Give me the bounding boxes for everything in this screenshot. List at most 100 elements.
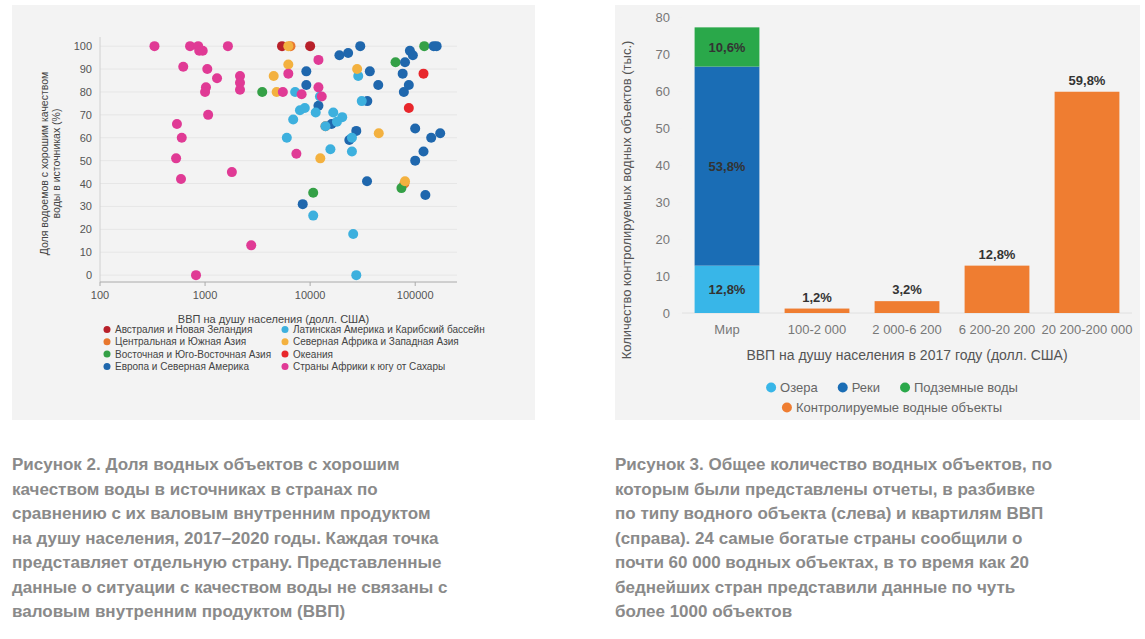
point (172, 119, 182, 129)
point (419, 146, 429, 156)
y-tick (678, 202, 682, 203)
legend-swatch (282, 326, 289, 333)
legend: ОзераРекиПодземные водыКонтролируемые во… (766, 380, 1018, 415)
point (404, 80, 414, 90)
legend-swatch (282, 363, 289, 370)
point (191, 270, 201, 280)
data-label: 12,8% (979, 247, 1016, 262)
point (223, 41, 233, 51)
legend-label: Озера (780, 380, 818, 395)
x-tick (100, 282, 101, 286)
bar (965, 266, 1030, 313)
point (400, 176, 410, 186)
y-tick-label: 50 (656, 121, 670, 136)
y-tick-label: 30 (80, 200, 92, 212)
bar-chart: 01020304050607080Мир100-2 0002 000-6 200… (619, 10, 1133, 415)
point (313, 55, 323, 65)
point (398, 69, 408, 79)
point (365, 66, 375, 76)
point (198, 46, 208, 56)
legend-label: Центральная и Южная Азия (115, 336, 246, 347)
legend-swatch (104, 326, 111, 333)
point (235, 85, 245, 95)
legend-swatch (104, 363, 111, 370)
point (301, 66, 311, 76)
point (355, 41, 365, 51)
legend: Австралия и Новая ЗеландияЦентральная и … (104, 324, 485, 372)
legend-swatch (282, 338, 289, 345)
point (269, 71, 279, 81)
y-axis-line (100, 37, 101, 282)
caption-line: данные о ситуации с качеством воды не св… (12, 578, 447, 597)
point (202, 64, 212, 74)
point (404, 103, 414, 113)
x-tick (205, 282, 206, 286)
caption-line: на душу населения, 2017–2020 годы. Кажда… (12, 529, 439, 548)
point (308, 188, 318, 198)
legend-label: Латинская Америка и Карибский бассейн (293, 324, 485, 335)
data-label: 12,8% (709, 282, 746, 297)
y-tick-label: 50 (80, 155, 92, 167)
x-tick-label: 2 000-6 200 (872, 322, 941, 337)
point (246, 240, 256, 250)
y-tick-label: 40 (80, 178, 92, 190)
grid-line (100, 137, 457, 138)
point (347, 133, 357, 143)
bar (1055, 92, 1120, 313)
legend-label: Подземные воды (914, 380, 1018, 395)
point (283, 59, 293, 69)
y-tick-label: 20 (656, 232, 670, 247)
x-tick-label: 1000 (193, 289, 217, 301)
legend-label: Океания (293, 349, 333, 360)
y-tick (678, 313, 682, 314)
point (171, 153, 181, 163)
point (298, 199, 308, 209)
bars (695, 27, 1120, 313)
y-tick-label: 60 (80, 132, 92, 144)
point (410, 124, 420, 134)
bar (785, 309, 850, 313)
point (283, 69, 293, 79)
legend-swatch (104, 351, 111, 358)
point (288, 114, 298, 124)
point (315, 153, 325, 163)
legend-label: Контролируемые водные объекты (796, 400, 1002, 415)
point (320, 121, 330, 131)
caption-line: Рисунок 3. Общее количество водных объек… (615, 455, 1052, 474)
y-tick-label: 10 (656, 269, 670, 284)
y-tick-label: 90 (80, 63, 92, 75)
point (419, 41, 429, 51)
point (400, 57, 410, 67)
panel-background (12, 5, 535, 420)
bar (695, 67, 760, 266)
legend-label: Австралия и Новая Зеландия (115, 324, 252, 335)
point (278, 87, 288, 97)
point (300, 103, 310, 113)
point (212, 73, 222, 83)
panel-background (615, 5, 1140, 420)
data-labels: 12,8%53,8%10,6%1,2%3,2%12,8%59,8% (709, 40, 1106, 305)
y-tick-label: 20 (80, 223, 92, 235)
point (325, 144, 335, 154)
point (203, 110, 213, 120)
point (297, 89, 307, 99)
point (408, 50, 418, 60)
y-tick-label: 0 (663, 306, 670, 321)
point (149, 41, 159, 51)
caption-line: Рисунок 2. Доля водных объектов с хороши… (12, 455, 400, 474)
data-label: 1,2% (802, 290, 832, 305)
y-axis-label: Доля водоемов с хорошим качеством (38, 72, 50, 256)
point (328, 108, 338, 118)
bar (875, 301, 940, 313)
point (311, 108, 321, 118)
point (334, 50, 344, 60)
y-tick-label: 40 (656, 158, 670, 173)
x-tick (415, 282, 416, 286)
grid-line (100, 160, 457, 161)
x-tick-label: 6 200-20 200 (959, 322, 1036, 337)
point (227, 167, 237, 177)
point (301, 80, 311, 90)
x-tick-label: 100-2 000 (788, 322, 847, 337)
y-tick-label: 100 (74, 40, 92, 52)
point (257, 87, 267, 97)
